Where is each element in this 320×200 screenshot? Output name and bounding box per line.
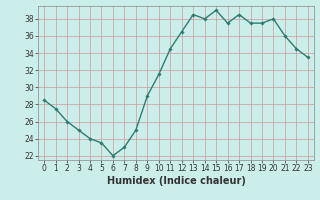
X-axis label: Humidex (Indice chaleur): Humidex (Indice chaleur)	[107, 176, 245, 186]
